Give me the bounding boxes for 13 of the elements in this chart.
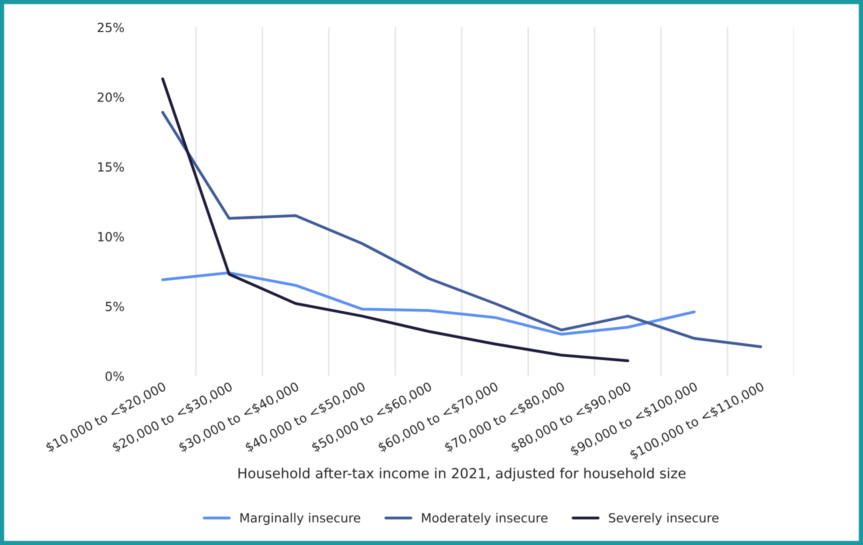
y-tick-label: 20% [98,92,124,102]
y-tick-label: 10% [98,232,124,242]
legend-label: Marginally insecure [240,512,360,525]
y-tick-label: 5% [106,302,124,312]
line-series [161,110,762,348]
line-series [161,271,696,336]
legend-label: Severely insecure [608,512,718,525]
y-tick-label: 15% [98,162,124,172]
line-series [161,77,630,362]
legend-label: Moderately insecure [422,512,548,525]
y-tick-label: 25% [98,22,124,32]
y-tick-label: 0% [106,372,124,381]
x-axis-title: Household after-tax income in 2021, adjusted for household size [238,468,686,482]
